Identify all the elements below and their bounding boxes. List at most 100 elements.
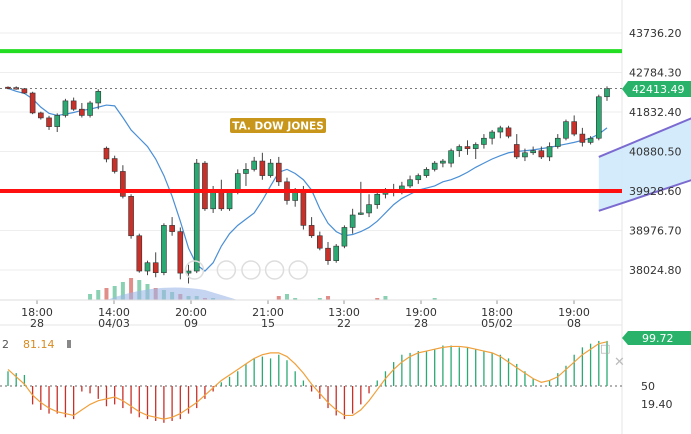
candle-body	[128, 196, 134, 237]
price-tick-label: 40880.50	[629, 146, 682, 159]
event-marker	[184, 260, 205, 280]
time-tick-sublabel: 08	[567, 317, 581, 330]
candle-body	[538, 150, 545, 158]
candle-body	[161, 225, 167, 273]
volume-bar	[88, 294, 93, 300]
event-marker	[288, 260, 308, 280]
candle-body	[243, 169, 249, 174]
volume-bar	[326, 296, 331, 300]
candle-body	[472, 144, 479, 149]
candle-body	[489, 131, 495, 139]
candle-body	[152, 262, 159, 273]
candle-body	[595, 96, 602, 139]
volume-bar	[96, 290, 101, 300]
osc-tick-label: 50	[641, 380, 655, 393]
candle-body	[464, 146, 471, 149]
candle-body	[259, 160, 266, 176]
candle-body	[358, 212, 364, 215]
candle-body	[111, 158, 118, 172]
event-marker	[216, 260, 237, 280]
candle-body	[333, 245, 340, 261]
candle-body	[54, 115, 61, 127]
oscillator-panel	[0, 340, 622, 423]
time-tick-label: 18:00	[481, 306, 513, 319]
time-tick-sublabel: 28	[414, 317, 428, 330]
volume-bar	[120, 282, 125, 300]
candle-body	[308, 225, 315, 237]
volume-bar	[375, 298, 380, 300]
event-markers	[184, 260, 308, 280]
candlesticks	[5, 86, 610, 284]
candle-body	[275, 162, 282, 183]
candle-body	[530, 150, 536, 154]
time-tick-label: 14:00	[98, 306, 130, 319]
last-price-label: 42413.49	[632, 83, 685, 96]
candle-body	[440, 160, 446, 164]
volume-bar	[104, 288, 109, 300]
candle-body	[374, 193, 381, 205]
time-tick-label: 13:00	[328, 306, 360, 319]
volume-bar	[129, 278, 134, 300]
time-tick-label: 18:00	[21, 306, 53, 319]
candle-body	[571, 121, 577, 135]
candle-body	[136, 235, 143, 272]
oscillator-settings-icon[interactable]	[67, 340, 71, 348]
horizontal-levels[interactable]	[0, 49, 622, 193]
candle-body	[448, 150, 454, 164]
time-tick-label: 21:00	[252, 306, 284, 319]
candle-body	[505, 127, 512, 137]
time-tick-label: 19:00	[558, 306, 590, 319]
volume-bar	[284, 294, 289, 300]
panel-maximize-icon[interactable]: □	[600, 342, 610, 355]
candle-body	[144, 262, 151, 272]
time-tick-sublabel: 15	[261, 317, 275, 330]
osc-line	[7, 341, 608, 420]
event-marker	[241, 260, 261, 280]
candle-body	[251, 160, 257, 170]
candle-body	[120, 171, 126, 197]
volume-bars	[88, 278, 437, 300]
channel-lower-line	[598, 179, 691, 212]
candle-body	[579, 133, 586, 143]
candle-body	[415, 175, 422, 181]
volume-bar	[432, 298, 437, 300]
candle-body	[554, 137, 561, 147]
candle-body	[325, 247, 331, 261]
panel-close-icon[interactable]: ✕	[614, 355, 625, 370]
candle-body	[366, 204, 372, 214]
time-tick-sublabel: 09	[184, 317, 198, 330]
candle-body	[300, 189, 307, 226]
oscillator-value-right: 99.72	[642, 332, 674, 345]
candle-body	[431, 162, 438, 170]
candle-body	[79, 108, 85, 116]
candle-body	[349, 214, 356, 228]
candle-body	[29, 92, 36, 114]
candle-body	[21, 88, 28, 94]
event-marker	[264, 260, 285, 280]
candle-body	[317, 235, 323, 249]
time-axis: 18:002814:0004/0320:000921:001513:002219…	[0, 299, 622, 330]
candle-body	[497, 127, 504, 133]
time-tick-label: 20:00	[175, 306, 207, 319]
trend-channel[interactable]	[598, 55, 691, 212]
volume-bar	[317, 298, 322, 300]
candle-body	[103, 147, 110, 160]
oscillator-axis: 50 19.40	[641, 380, 673, 411]
moving-average-line	[7, 87, 608, 272]
price-tick-label: 38024.80	[629, 264, 682, 277]
price-tick-label: 38976.70	[629, 225, 682, 238]
volume-bar	[276, 296, 281, 300]
candle-body	[185, 270, 192, 274]
candle-body	[341, 227, 348, 247]
candle-body	[587, 137, 594, 143]
osc-tick-label: 19.40	[641, 398, 673, 411]
candle-body	[177, 231, 184, 274]
price-tick-label: 43736.20	[629, 27, 682, 40]
instrument-badge	[230, 118, 326, 133]
candle-body	[513, 144, 520, 158]
candle-body	[423, 169, 430, 176]
volume-bar	[137, 280, 142, 300]
